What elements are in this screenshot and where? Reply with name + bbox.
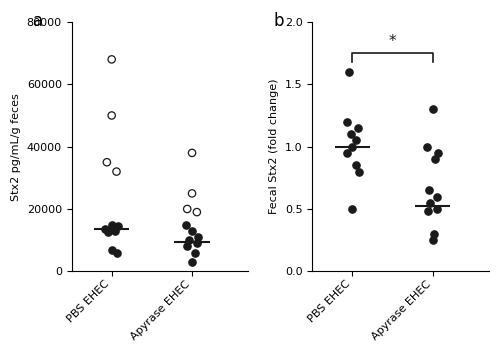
Point <box>193 240 201 246</box>
Point <box>424 209 432 214</box>
Point <box>348 144 356 149</box>
Point <box>104 229 112 235</box>
Point <box>108 56 116 62</box>
Point <box>344 150 351 156</box>
Point <box>188 259 196 265</box>
Point <box>188 150 196 156</box>
Point <box>426 200 434 205</box>
Point <box>423 144 431 149</box>
Point <box>424 187 432 193</box>
Point <box>342 119 350 125</box>
Y-axis label: Stx2 pg/mL/g feces: Stx2 pg/mL/g feces <box>11 93 21 201</box>
Point <box>188 228 196 234</box>
Point <box>352 162 360 168</box>
Text: *: * <box>388 34 396 49</box>
Point <box>183 206 191 212</box>
Point <box>194 234 202 240</box>
Point <box>434 194 442 199</box>
Point <box>108 222 116 227</box>
Point <box>432 206 440 212</box>
Text: b: b <box>273 12 283 30</box>
Y-axis label: Fecal Stx2 (fold change): Fecal Stx2 (fold change) <box>269 79 279 214</box>
Point <box>108 113 116 118</box>
Point <box>428 237 436 243</box>
Point <box>354 169 362 174</box>
Point <box>345 69 353 75</box>
Point <box>108 247 116 252</box>
Point <box>112 169 120 174</box>
Point <box>431 156 439 162</box>
Point <box>434 150 442 156</box>
Point <box>114 223 122 229</box>
Point <box>193 209 201 215</box>
Point <box>188 191 196 196</box>
Point <box>191 250 199 256</box>
Point <box>430 231 438 237</box>
Point <box>346 131 354 137</box>
Point <box>352 138 360 143</box>
Point <box>348 206 356 212</box>
Text: a: a <box>32 12 43 30</box>
Point <box>182 222 190 227</box>
Point <box>102 226 110 232</box>
Point <box>183 244 191 249</box>
Point <box>112 250 120 256</box>
Point <box>428 106 436 112</box>
Point <box>354 125 362 131</box>
Point <box>111 228 119 234</box>
Point <box>103 160 111 165</box>
Point <box>185 237 193 243</box>
